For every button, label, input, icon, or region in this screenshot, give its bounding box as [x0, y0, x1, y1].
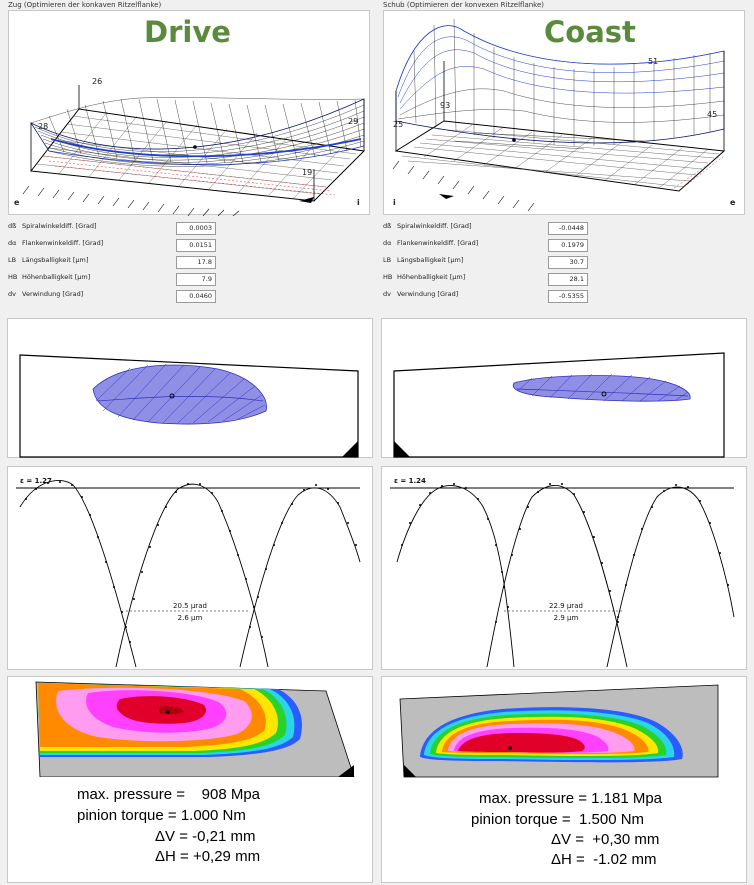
- drive-param-row: dv Verwindung [Grad] 0.0460: [8, 290, 228, 304]
- coast-big-label: Coast: [544, 15, 636, 49]
- param-value-field[interactable]: 7.9: [176, 273, 216, 286]
- coast-transmission-error-panel: ε = 1.24 22.9 µrad 2.9 µm: [381, 466, 747, 670]
- coast-label-25: 25: [393, 120, 404, 129]
- coast-ease-off-plot: [392, 18, 726, 212]
- coast-label-45: 45: [707, 110, 718, 119]
- param-value-field[interactable]: 0.1979: [548, 239, 588, 252]
- coast-corner-e: e: [730, 198, 736, 207]
- param-label: Flankenwinkeldiff. [Grad]: [397, 239, 479, 247]
- param-label: Spiralwinkeldiff. [Grad]: [22, 222, 97, 230]
- param-label: Höhenballigkeit [µm]: [397, 273, 466, 281]
- coast-delta-h: ΔH = -1.02 mm: [551, 851, 657, 868]
- drive-deviation-um: 2.6 µm: [177, 614, 203, 622]
- param-label: Spiralwinkeldiff. [Grad]: [397, 222, 472, 230]
- param-symbol: dß: [383, 222, 392, 230]
- param-value-field[interactable]: 28.1: [548, 273, 588, 286]
- param-value-field[interactable]: 0.0151: [176, 239, 216, 252]
- drive-label-29: 29: [348, 117, 359, 126]
- param-label: Längsballigkeit [µm]: [22, 256, 89, 264]
- drive-param-row: HB Höhenballigkeit [µm] 7.9: [8, 273, 228, 287]
- coast-param-row: dß Spiralwinkeldiff. [Grad] -0.0448: [383, 222, 603, 236]
- param-symbol: dα: [8, 239, 17, 247]
- coast-pressure-panel: max. pressure = 1.181 Mpa pinion torque …: [381, 676, 747, 883]
- coast-delta-v: ΔV = +0,30 mm: [551, 831, 660, 848]
- coast-param-row: LB Längsballigkeit [µm] 30.7: [383, 256, 603, 270]
- param-symbol: dv: [383, 290, 391, 298]
- param-symbol: dß: [8, 222, 17, 230]
- drive-corner-i: i: [357, 198, 360, 207]
- drive-ease-off-frame: [8, 10, 370, 216]
- drive-window-title: Zug (Optimieren der konkaven Ritzelflank…: [8, 1, 162, 9]
- drive-transmission-error-panel: ε = 1.27 20.5 µrad 2.6 µm: [7, 466, 373, 670]
- drive-pressure-map: [35, 681, 355, 777]
- drive-contact-ratio: ε = 1.27: [20, 477, 52, 485]
- drive-contact-pattern: [19, 354, 359, 458]
- coast-max-pressure: max. pressure = 1.181 Mpa: [479, 790, 663, 807]
- param-label: Verwindung [Grad]: [22, 290, 84, 298]
- drive-corner-e: e: [14, 198, 20, 207]
- drive-pressure-panel: max. pressure = 908 Mpa pinion torque = …: [7, 676, 373, 883]
- coast-param-row: dv Verwindung [Grad] -0.5355: [383, 290, 603, 304]
- param-label: Flankenwinkeldiff. [Grad]: [22, 239, 104, 247]
- drive-pinion-torque: pinion torque = 1.000 Nm: [77, 807, 246, 824]
- coast-param-row: dα Flankenwinkeldiff. [Grad] 0.1979: [383, 239, 603, 253]
- drive-big-label: Drive: [144, 15, 231, 49]
- coast-contact-pattern-panel: [381, 318, 747, 458]
- param-value-field[interactable]: 17.8: [176, 256, 216, 269]
- coast-contact-pattern: [393, 352, 725, 458]
- drive-delta-h: ΔH = +0,29 mm: [155, 848, 261, 865]
- drive-param-row: dß Spiralwinkeldiff. [Grad] 0.0003: [8, 222, 228, 236]
- coast-parameter-table: dß Spiralwinkeldiff. [Grad] -0.0448 dα F…: [383, 222, 743, 308]
- param-symbol: HB: [383, 273, 393, 281]
- coast-param-row: HB Höhenballigkeit [µm] 28.1: [383, 273, 603, 287]
- drive-ease-off-panel: Zug (Optimieren der konkaven Ritzelflank…: [5, 0, 372, 311]
- param-value-field[interactable]: 0.0003: [176, 222, 216, 235]
- drive-contact-pattern-panel: [7, 318, 373, 458]
- drive-transmission-error-plot: [16, 480, 361, 668]
- coast-pinion-torque: pinion torque = 1.500 Nm: [471, 811, 645, 828]
- drive-label-26: 26: [92, 77, 103, 86]
- drive-ease-off-plot: [22, 85, 366, 216]
- param-symbol: LB: [383, 256, 392, 264]
- coast-window-title: Schub (Optimieren der konvexen Ritzelfla…: [383, 1, 545, 9]
- coast-ease-off-frame: [383, 10, 745, 215]
- param-symbol: dα: [383, 239, 392, 247]
- param-symbol: HB: [8, 273, 18, 281]
- param-label: Höhenballigkeit [µm]: [22, 273, 91, 281]
- drive-deviation-urad: 20.5 µrad: [173, 602, 207, 610]
- param-value-field[interactable]: -0.0448: [548, 222, 588, 235]
- drive-label-28: 28: [38, 122, 49, 131]
- drive-label-19: 19: [302, 168, 313, 177]
- coast-pressure-map: [399, 684, 719, 778]
- drive-parameter-table: dß Spiralwinkeldiff. [Grad] 0.0003 dα Fl…: [8, 222, 368, 308]
- param-symbol: dv: [8, 290, 16, 298]
- coast-transmission-error-plot: [390, 483, 735, 668]
- coast-label-51: 51: [648, 57, 659, 66]
- coast-deviation-urad: 22.9 µrad: [549, 602, 583, 610]
- coast-contact-ratio: ε = 1.24: [394, 477, 426, 485]
- coast-corner-i: i: [393, 198, 396, 207]
- param-value-field[interactable]: 0.0460: [176, 290, 216, 303]
- coast-label-93: 93: [440, 101, 451, 110]
- drive-param-row: LB Längsballigkeit [µm] 17.8: [8, 256, 228, 270]
- drive-param-row: dα Flankenwinkeldiff. [Grad] 0.0151: [8, 239, 228, 253]
- param-value-field[interactable]: -0.5355: [548, 290, 588, 303]
- coast-ease-off-panel: Schub (Optimieren der konvexen Ritzelfla…: [378, 0, 750, 311]
- coast-deviation-um: 2.9 µm: [553, 614, 579, 622]
- param-label: Längsballigkeit [µm]: [397, 256, 464, 264]
- param-symbol: LB: [8, 256, 17, 264]
- drive-max-pressure: max. pressure = 908 Mpa: [77, 786, 261, 803]
- drive-delta-v: ΔV = -0,21 mm: [155, 828, 256, 845]
- param-value-field[interactable]: 30.7: [548, 256, 588, 269]
- param-label: Verwindung [Grad]: [397, 290, 459, 298]
